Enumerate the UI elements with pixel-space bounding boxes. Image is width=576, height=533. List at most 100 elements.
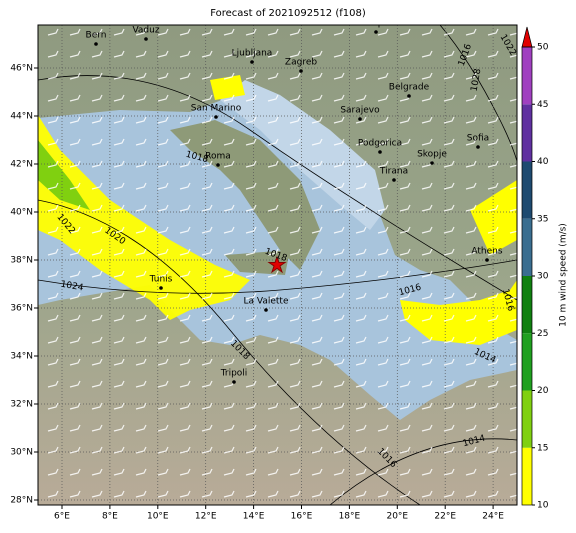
wind-barb xyxy=(333,468,345,476)
wind-barb xyxy=(245,116,257,124)
city-dot xyxy=(378,150,382,154)
wind-barb xyxy=(135,446,147,454)
wind-barb xyxy=(157,182,169,190)
wind-barb xyxy=(223,28,235,36)
city-dot xyxy=(94,42,98,46)
wind-barb xyxy=(311,182,323,190)
wind-barb xyxy=(421,204,433,212)
wind-barb xyxy=(245,28,257,36)
wind-barb xyxy=(333,160,345,168)
wind-barb xyxy=(311,226,323,234)
wind-barb xyxy=(377,292,389,300)
wind-barb xyxy=(465,490,477,498)
wind-barb xyxy=(333,336,345,344)
wind-barb xyxy=(135,402,147,410)
lon-tick-label: 22°E xyxy=(434,512,456,522)
wind-barb xyxy=(223,248,235,256)
isobar xyxy=(329,438,517,505)
wind-barb xyxy=(399,380,411,388)
wind-barb xyxy=(113,314,125,322)
wind-barb xyxy=(157,424,169,432)
lat-tick-label: 46°N xyxy=(10,64,33,74)
colorbar-tick-label: 35 xyxy=(537,214,548,224)
wind-barb xyxy=(47,72,59,80)
wind-barb xyxy=(289,490,301,498)
wind-barb xyxy=(509,472,517,476)
wind-barb xyxy=(267,28,279,36)
wind-barb xyxy=(443,226,455,234)
wind-barb xyxy=(311,270,323,278)
city-dot xyxy=(430,161,434,165)
wind-barb xyxy=(223,402,235,410)
wind-barb xyxy=(113,226,125,234)
colorbar-tick-label: 50 xyxy=(537,43,549,53)
wind-barb xyxy=(487,314,499,322)
city-dot xyxy=(216,163,220,167)
wind-barb xyxy=(333,50,345,58)
wind-barb xyxy=(91,402,103,410)
wind-barb xyxy=(157,402,169,410)
city-dot xyxy=(485,258,489,262)
wind-barb xyxy=(91,50,103,58)
wind-barb xyxy=(487,270,499,278)
wind-barb xyxy=(267,402,279,410)
wind-barb xyxy=(377,94,389,102)
wind-barb xyxy=(157,336,169,344)
wind-barb xyxy=(333,138,345,146)
wind-barb xyxy=(333,94,345,102)
wind-barb xyxy=(267,182,279,190)
wind-barb xyxy=(113,270,125,278)
wind-barb xyxy=(179,72,191,80)
wind-barb xyxy=(443,116,455,124)
wind-barb xyxy=(69,380,81,388)
wind-barb xyxy=(245,138,257,146)
wind-barb xyxy=(289,28,301,36)
wind-barb xyxy=(289,160,301,168)
wind-barb xyxy=(157,270,169,278)
wind-barb xyxy=(421,446,433,454)
wind-barb xyxy=(91,226,103,234)
wind-barb xyxy=(487,380,499,388)
wind-barb xyxy=(399,248,411,256)
wind-barb xyxy=(333,116,345,124)
wind-barb xyxy=(443,468,455,476)
wind-barb xyxy=(465,424,477,432)
wind-barb xyxy=(443,50,455,58)
wind-barb xyxy=(113,358,125,366)
wind-barb xyxy=(377,226,389,234)
colorbar-extend xyxy=(521,26,533,48)
wind-barb xyxy=(157,160,169,168)
city-label: Podgorica xyxy=(358,139,402,149)
wind-barb xyxy=(333,314,345,322)
wind-barb xyxy=(201,116,213,124)
wind-barb xyxy=(47,28,59,36)
map-title: Forecast of 2021092512 (f108) xyxy=(210,8,366,19)
wind-barb xyxy=(289,182,301,190)
wind-barb xyxy=(135,424,147,432)
wind-barb xyxy=(399,336,411,344)
wind-barb xyxy=(509,450,517,454)
wind-barb xyxy=(399,138,411,146)
wind-barb xyxy=(69,116,81,124)
wind-barb xyxy=(443,248,455,256)
wind-barb xyxy=(245,182,257,190)
wind-barb xyxy=(377,270,389,278)
lat-tick-label: 42°N xyxy=(10,160,33,170)
wind-barb xyxy=(355,292,367,300)
wind-barb xyxy=(333,358,345,366)
wind-barb xyxy=(421,138,433,146)
isobar xyxy=(38,199,421,505)
wind-barb xyxy=(245,270,257,278)
wind-barb xyxy=(443,160,455,168)
wind-barb xyxy=(113,424,125,432)
wind-barb xyxy=(69,72,81,80)
city-label: Sofia xyxy=(467,134,489,144)
wind-barb xyxy=(377,446,389,454)
lon-tick-label: 16°E xyxy=(291,512,313,522)
wind-barb xyxy=(201,94,213,102)
city-label: Ljubljana xyxy=(232,49,273,59)
wind-barb xyxy=(245,380,257,388)
wind-barb xyxy=(355,138,367,146)
wind-barb xyxy=(267,292,279,300)
colorbar-bin xyxy=(522,390,532,448)
